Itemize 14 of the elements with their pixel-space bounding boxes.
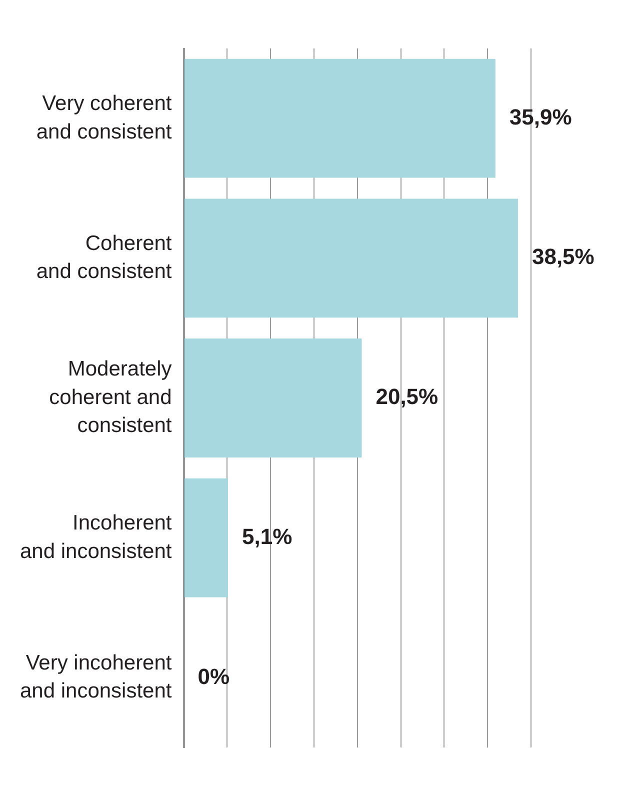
y-tick-label: Very coherent and consistent xyxy=(36,92,172,144)
y-tick-label: Coherent and consistent xyxy=(36,232,172,284)
bar xyxy=(184,338,362,458)
y-tick-label: Incoherent and inconsistent xyxy=(20,511,172,563)
bar xyxy=(184,478,228,598)
data-label: 0% xyxy=(198,664,230,689)
y-tick-label: Moderately coherent and consistent xyxy=(49,357,172,438)
bar xyxy=(184,58,496,178)
data-label: 20,5% xyxy=(376,384,438,410)
data-label: 35,9% xyxy=(509,104,572,130)
y-tick-label: Very incoherent and inconsistent xyxy=(20,651,172,703)
data-label: 5,1% xyxy=(242,524,292,549)
bar xyxy=(184,198,518,318)
data-label: 38,5% xyxy=(532,244,594,270)
